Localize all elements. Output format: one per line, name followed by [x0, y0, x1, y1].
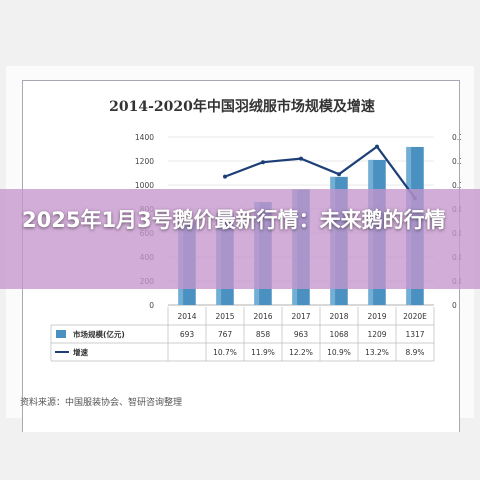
data-label: 8.9% [405, 348, 424, 357]
data-label: 13.2% [365, 348, 389, 357]
x-tick-label: 2019 [367, 312, 386, 321]
y-left-tick-label: 1000 [135, 181, 154, 190]
data-label: 1317 [405, 330, 424, 339]
legend-label: 增速 [73, 347, 88, 357]
y-left-tick-label: 1400 [135, 133, 154, 142]
data-label: 767 [218, 330, 233, 339]
headline-overlay [0, 189, 480, 289]
legend-label: 市场规模(亿元) [73, 329, 125, 339]
x-tick-label: 2020E [403, 312, 427, 321]
growth-point [261, 160, 265, 165]
data-label: 10.9% [327, 348, 351, 357]
growth-point [337, 172, 341, 177]
growth-line [224, 145, 416, 199]
data-label: 1209 [367, 330, 386, 339]
growth-point [375, 144, 379, 149]
y-right-tick-label: 0.14 [452, 133, 461, 142]
data-label: 693 [180, 330, 195, 339]
headline: 2025年1月3号鹅价最新行情：未来鹅的行情 [22, 208, 446, 232]
y-right-tick-label: 0.12 [452, 157, 461, 166]
x-tick-label: 2015 [215, 312, 234, 321]
x-tick-label: 2018 [329, 312, 348, 321]
growth-point [299, 156, 303, 161]
y-left-tick-label: 0 [149, 301, 154, 310]
x-tick-label: 2017 [291, 312, 310, 321]
growth-point [223, 174, 227, 179]
legend-swatch-bar [56, 330, 66, 338]
source-note: 资料来源：中国服装协会、智研咨询整理 [20, 398, 183, 408]
chart-title: 2014-2020年中国羽绒服市场规模及增速 [109, 98, 375, 115]
data-label: 963 [294, 330, 309, 339]
data-label: 858 [256, 330, 271, 339]
data-label: 10.7% [213, 348, 237, 357]
data-label: 1068 [329, 330, 348, 339]
data-label: 12.2% [289, 348, 313, 357]
x-tick-label: 2016 [253, 312, 272, 321]
y-right-tick-label: 0 [452, 301, 457, 310]
data-label: 11.9% [251, 348, 275, 357]
y-right-tick-label: 0.1 [452, 181, 461, 190]
y-left-tick-label: 1200 [135, 157, 154, 166]
x-tick-label: 2014 [177, 312, 196, 321]
